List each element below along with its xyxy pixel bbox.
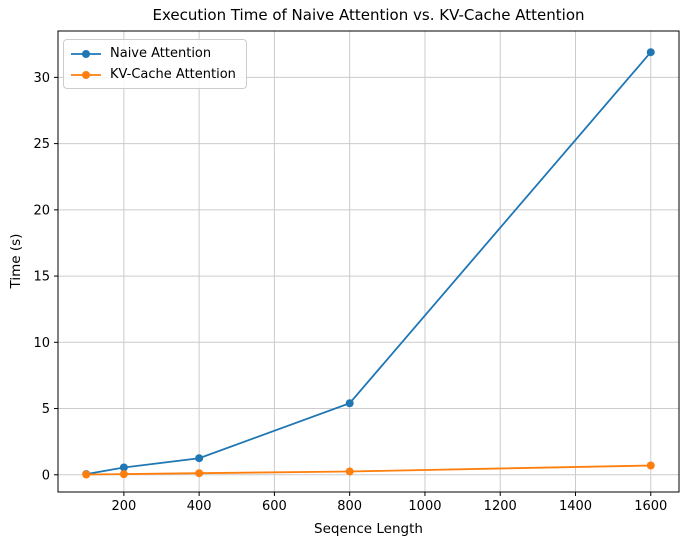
tick-marks xyxy=(54,76,652,496)
data-point xyxy=(119,470,128,479)
y-tick-label: 0 xyxy=(42,468,50,483)
x-axis-label: Seqence Length xyxy=(314,521,423,537)
legend-entry: KV-Cache Attention xyxy=(70,64,236,85)
series-markers-1 xyxy=(82,461,655,479)
series-markers-0 xyxy=(82,48,655,479)
x-tick-label: 600 xyxy=(262,499,287,514)
x-tick-label: 1000 xyxy=(408,499,441,514)
y-tick-label: 30 xyxy=(33,71,50,86)
data-point xyxy=(195,454,204,463)
x-tick-labels: 200 400 600 800 1000 1200 1400 1600 xyxy=(111,499,667,514)
legend-line-marker xyxy=(71,49,101,58)
series-line-0 xyxy=(86,51,652,476)
x-tick-label: 1600 xyxy=(634,499,667,514)
legend-entry-label: Naive Attention xyxy=(110,46,212,61)
gridlines xyxy=(58,31,679,492)
data-point xyxy=(646,461,655,470)
y-tick-label: 10 xyxy=(33,336,50,351)
data-point xyxy=(646,48,655,57)
legend: Naive Attention KV-Cache Attention xyxy=(63,39,247,89)
data-point xyxy=(345,467,354,476)
chart-title: Execution Time of Naive Attention vs. KV… xyxy=(152,6,585,24)
x-tick-label: 800 xyxy=(337,499,362,514)
series-line-1 xyxy=(86,464,651,476)
y-tick-labels: 0 5 10 15 20 25 30 xyxy=(33,71,50,483)
plot-border xyxy=(57,30,680,493)
data-point xyxy=(195,469,204,478)
y-axis-label: Time (s) xyxy=(8,233,24,289)
x-tick-label: 1400 xyxy=(559,499,592,514)
legend-entry-label: KV-Cache Attention xyxy=(110,67,236,82)
legend-line-marker xyxy=(71,70,101,79)
x-tick-label: 200 xyxy=(111,499,136,514)
legend-entry: Naive Attention xyxy=(70,43,236,64)
data-point xyxy=(82,470,91,479)
y-tick-label: 5 xyxy=(42,402,50,417)
y-tick-label: 20 xyxy=(33,203,50,218)
data-point xyxy=(119,463,128,472)
y-tick-label: 25 xyxy=(33,137,50,152)
x-tick-label: 1200 xyxy=(484,499,517,514)
y-tick-label: 15 xyxy=(33,270,50,285)
data-point xyxy=(345,399,354,408)
x-tick-label: 400 xyxy=(187,499,212,514)
